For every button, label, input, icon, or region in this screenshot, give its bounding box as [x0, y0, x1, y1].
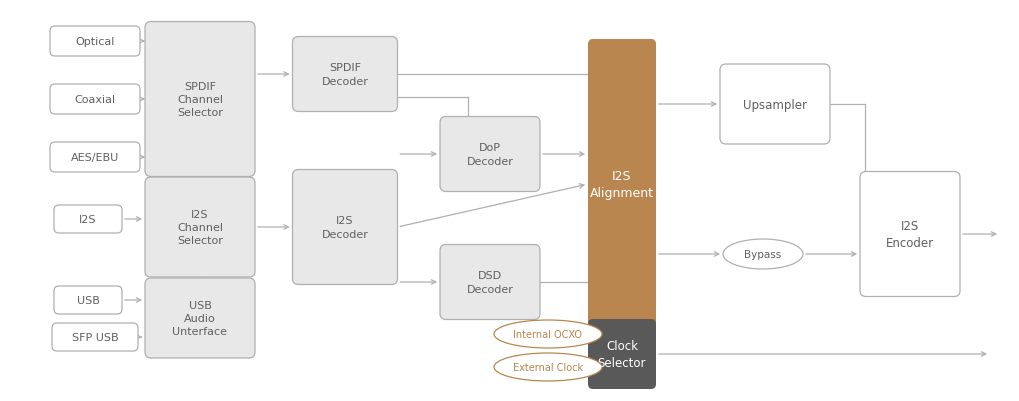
Text: I2S
Alignment: I2S Alignment [589, 170, 653, 200]
FancyBboxPatch shape [719, 65, 829, 145]
Text: DSD
Decoder: DSD Decoder [466, 271, 513, 294]
Text: DoP
Decoder: DoP Decoder [466, 143, 513, 166]
Text: Bypass: Bypass [744, 249, 781, 259]
Text: I2S
Encoder: I2S Encoder [886, 219, 933, 249]
FancyBboxPatch shape [145, 22, 255, 177]
FancyBboxPatch shape [439, 117, 539, 192]
Text: I2S
Channel
Selector: I2S Channel Selector [177, 209, 223, 245]
Text: SPDIF
Decoder: SPDIF Decoder [321, 63, 368, 86]
FancyBboxPatch shape [50, 143, 140, 172]
FancyBboxPatch shape [54, 286, 122, 314]
Text: AES/EBU: AES/EBU [70, 153, 119, 162]
FancyBboxPatch shape [292, 170, 397, 285]
FancyBboxPatch shape [54, 205, 122, 233]
Text: Optical: Optical [75, 37, 114, 47]
Text: I2S: I2S [79, 215, 97, 225]
Text: Coaxial: Coaxial [74, 95, 115, 105]
FancyBboxPatch shape [50, 27, 140, 57]
FancyBboxPatch shape [587, 319, 655, 389]
Ellipse shape [493, 320, 601, 348]
Text: External Clock: External Clock [513, 362, 583, 372]
FancyBboxPatch shape [439, 245, 539, 320]
FancyBboxPatch shape [50, 85, 140, 115]
Text: Internal OCXO: Internal OCXO [513, 329, 582, 339]
FancyBboxPatch shape [145, 178, 255, 277]
Text: USB: USB [76, 295, 99, 305]
Text: SFP USB: SFP USB [71, 332, 118, 342]
FancyBboxPatch shape [52, 323, 138, 351]
FancyBboxPatch shape [145, 278, 255, 358]
Ellipse shape [722, 239, 802, 269]
Text: SPDIF
Channel
Selector: SPDIF Channel Selector [177, 81, 223, 118]
Text: Upsampler: Upsampler [742, 98, 806, 111]
FancyBboxPatch shape [859, 172, 959, 297]
Text: Clock
Selector: Clock Selector [597, 339, 646, 369]
Text: USB
Audio
Unterface: USB Audio Unterface [172, 300, 227, 336]
Ellipse shape [493, 353, 601, 381]
FancyBboxPatch shape [292, 37, 397, 112]
Text: I2S
Decoder: I2S Decoder [321, 216, 368, 239]
FancyBboxPatch shape [587, 40, 655, 329]
